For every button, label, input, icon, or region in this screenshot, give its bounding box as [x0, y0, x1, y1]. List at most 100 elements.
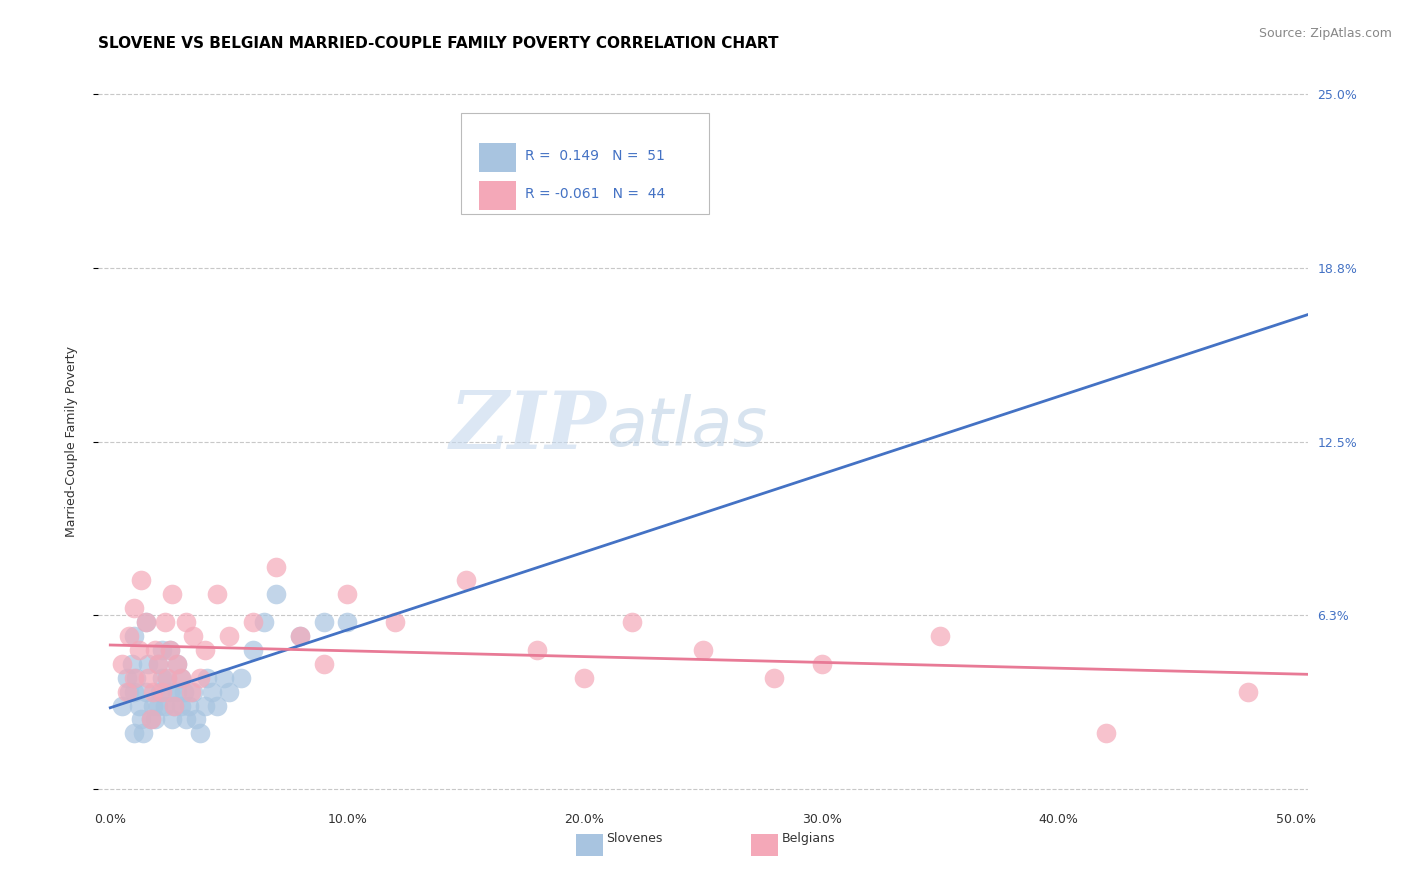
Point	[146, 657, 169, 671]
Point	[152, 671, 174, 685]
Point	[159, 643, 181, 657]
Point	[264, 587, 287, 601]
Point	[122, 671, 145, 685]
Point	[190, 726, 212, 740]
Point	[111, 698, 134, 713]
Point	[136, 671, 159, 685]
Point	[312, 615, 335, 630]
Text: Slovenes: Slovenes	[606, 832, 662, 846]
Point	[170, 698, 193, 713]
Point	[197, 671, 219, 685]
Point	[526, 643, 548, 657]
Point	[135, 615, 157, 630]
Point	[115, 671, 138, 685]
Point	[288, 629, 311, 643]
Point	[170, 671, 193, 685]
Point	[122, 726, 145, 740]
Point	[384, 615, 406, 630]
Point	[173, 684, 195, 698]
Point	[129, 574, 152, 588]
Point	[152, 684, 174, 698]
Point	[194, 643, 217, 657]
FancyBboxPatch shape	[461, 112, 709, 214]
Point	[146, 657, 169, 671]
Point	[574, 671, 596, 685]
Point	[177, 698, 200, 713]
Point	[205, 698, 228, 713]
Point	[166, 657, 188, 671]
Point	[312, 657, 335, 671]
Point	[336, 587, 359, 601]
Point	[242, 615, 264, 630]
Bar	[576, 834, 603, 855]
Point	[160, 713, 183, 727]
Point	[135, 615, 157, 630]
Point	[153, 615, 176, 630]
Point	[136, 657, 159, 671]
Point	[129, 713, 152, 727]
Point	[181, 684, 204, 698]
Point	[163, 698, 186, 713]
Bar	[479, 181, 516, 210]
Point	[253, 615, 276, 630]
Point	[242, 643, 264, 657]
Point	[149, 684, 172, 698]
Point	[288, 629, 311, 643]
Point	[190, 671, 212, 685]
Bar	[751, 834, 778, 855]
Point	[218, 629, 240, 643]
Point	[205, 587, 228, 601]
Point	[128, 698, 150, 713]
Point	[184, 713, 207, 727]
Point	[122, 601, 145, 615]
Point	[160, 587, 183, 601]
Y-axis label: Married-Couple Family Poverty: Married-Couple Family Poverty	[65, 346, 77, 537]
Point	[929, 629, 952, 643]
Point	[142, 684, 165, 698]
Point	[170, 671, 193, 685]
Point	[336, 615, 359, 630]
Point	[121, 657, 143, 671]
Point	[810, 657, 832, 671]
Bar	[479, 144, 516, 172]
Point	[122, 629, 145, 643]
Point	[201, 684, 224, 698]
Point	[118, 629, 141, 643]
Text: SLOVENE VS BELGIAN MARRIED-COUPLE FAMILY POVERTY CORRELATION CHART: SLOVENE VS BELGIAN MARRIED-COUPLE FAMILY…	[98, 36, 779, 51]
Point	[454, 574, 477, 588]
Point	[139, 713, 162, 727]
Point	[122, 684, 145, 698]
Point	[264, 559, 287, 574]
Point	[763, 671, 786, 685]
Point	[180, 684, 202, 698]
Point	[118, 684, 141, 698]
Point	[156, 671, 179, 685]
Point	[146, 698, 169, 713]
Point	[174, 615, 197, 630]
Point	[218, 684, 240, 698]
Point	[159, 684, 181, 698]
Text: atlas: atlas	[606, 394, 768, 460]
Point	[152, 643, 174, 657]
Point	[111, 657, 134, 671]
Point	[1095, 726, 1118, 740]
Point	[692, 643, 714, 657]
Point	[139, 713, 162, 727]
Text: Source: ZipAtlas.com: Source: ZipAtlas.com	[1258, 27, 1392, 40]
Point	[143, 643, 166, 657]
Point	[174, 713, 197, 727]
Point	[212, 671, 235, 685]
Point	[620, 615, 643, 630]
Point	[229, 671, 252, 685]
Text: ZIP: ZIP	[450, 388, 606, 466]
Point	[115, 684, 138, 698]
Point	[143, 713, 166, 727]
Text: R =  0.149   N =  51: R = 0.149 N = 51	[526, 149, 665, 163]
Point	[142, 698, 165, 713]
Point	[181, 629, 204, 643]
Point	[153, 698, 176, 713]
Point	[166, 684, 188, 698]
Point	[128, 643, 150, 657]
Point	[194, 698, 217, 713]
Point	[132, 726, 155, 740]
